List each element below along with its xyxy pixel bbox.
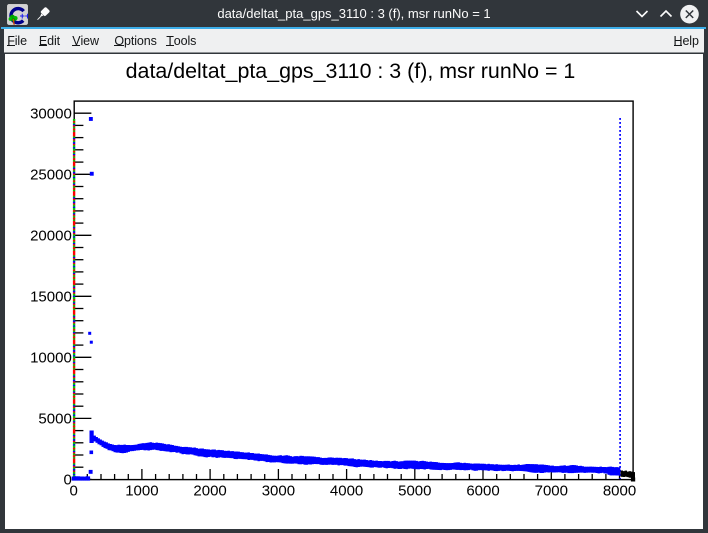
svg-text:++: ++ xyxy=(20,11,28,21)
svg-text:25000: 25000 xyxy=(30,167,72,184)
svg-text:3000: 3000 xyxy=(262,483,295,500)
svg-text:8000: 8000 xyxy=(603,483,636,500)
svg-text:7000: 7000 xyxy=(535,483,568,500)
svg-text:1000: 1000 xyxy=(125,483,158,500)
svg-text:0: 0 xyxy=(63,472,71,489)
svg-text:5000: 5000 xyxy=(398,483,431,500)
svg-text:data/deltat_pta_gps_3110 : 3 (: data/deltat_pta_gps_3110 : 3 (f), msr ru… xyxy=(126,59,576,83)
svg-text:0: 0 xyxy=(70,483,78,500)
svg-text:15000: 15000 xyxy=(30,289,72,306)
svg-text:2000: 2000 xyxy=(193,483,226,500)
svg-text:6000: 6000 xyxy=(466,483,499,500)
svg-text:5000: 5000 xyxy=(38,411,71,428)
svg-text:30000: 30000 xyxy=(30,106,72,123)
svg-text:20000: 20000 xyxy=(30,228,72,245)
svg-text:10000: 10000 xyxy=(30,350,72,367)
svg-text:4000: 4000 xyxy=(330,483,363,500)
